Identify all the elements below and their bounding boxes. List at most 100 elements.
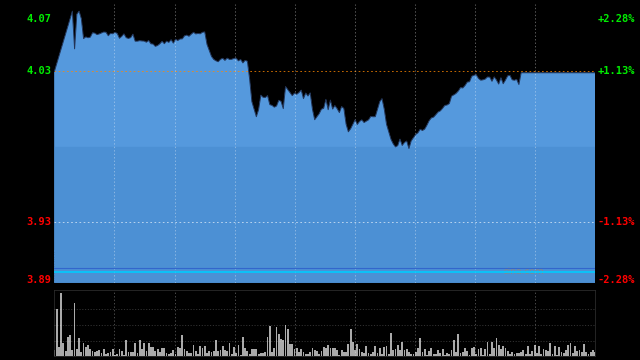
- Bar: [202, 348, 204, 356]
- Bar: [511, 352, 513, 356]
- Bar: [253, 349, 255, 356]
- Bar: [121, 351, 123, 356]
- Bar: [287, 329, 289, 356]
- Bar: [143, 343, 145, 356]
- Bar: [468, 355, 470, 356]
- Bar: [154, 351, 156, 356]
- Bar: [424, 349, 426, 356]
- Bar: [397, 345, 399, 356]
- Bar: [520, 352, 522, 356]
- Bar: [340, 350, 342, 356]
- Bar: [561, 352, 563, 356]
- Bar: [123, 355, 125, 356]
- Text: 3.93: 3.93: [27, 217, 52, 227]
- Bar: [401, 342, 403, 356]
- Bar: [316, 351, 318, 356]
- Bar: [419, 338, 421, 356]
- Bar: [94, 352, 96, 356]
- Bar: [222, 346, 223, 356]
- Bar: [458, 334, 460, 356]
- Bar: [327, 345, 329, 356]
- Bar: [504, 348, 506, 356]
- Bar: [588, 355, 589, 356]
- Bar: [460, 354, 461, 356]
- Bar: [595, 352, 596, 356]
- Bar: [509, 354, 511, 356]
- Bar: [54, 251, 595, 252]
- Bar: [134, 343, 136, 356]
- Bar: [590, 352, 591, 356]
- Bar: [367, 353, 369, 356]
- Bar: [318, 354, 320, 356]
- Bar: [130, 352, 132, 356]
- Bar: [271, 352, 273, 356]
- Bar: [65, 351, 67, 356]
- Bar: [85, 347, 86, 356]
- Bar: [552, 354, 554, 356]
- Bar: [312, 348, 314, 356]
- Bar: [565, 350, 567, 356]
- Bar: [547, 351, 549, 356]
- Bar: [522, 350, 524, 356]
- Bar: [453, 340, 455, 356]
- Bar: [204, 346, 205, 356]
- Bar: [186, 351, 188, 356]
- Bar: [264, 352, 266, 356]
- Text: sina.com: sina.com: [503, 267, 544, 276]
- Bar: [58, 347, 60, 356]
- Bar: [168, 354, 170, 356]
- Bar: [233, 347, 235, 356]
- Bar: [314, 350, 316, 356]
- Bar: [462, 352, 464, 356]
- Bar: [262, 353, 264, 356]
- Bar: [404, 350, 405, 356]
- Bar: [54, 272, 595, 273]
- Bar: [220, 350, 221, 356]
- Bar: [536, 353, 538, 356]
- Bar: [543, 349, 545, 356]
- Bar: [540, 355, 542, 356]
- Bar: [78, 338, 80, 356]
- Bar: [260, 353, 262, 356]
- Bar: [184, 350, 186, 356]
- Bar: [437, 350, 439, 356]
- Bar: [54, 269, 595, 271]
- Bar: [294, 349, 296, 356]
- Bar: [285, 325, 287, 356]
- Bar: [321, 351, 323, 356]
- Bar: [54, 279, 595, 280]
- Bar: [179, 348, 181, 356]
- Bar: [484, 349, 486, 356]
- Bar: [242, 337, 244, 356]
- Bar: [549, 343, 551, 356]
- Bar: [334, 348, 336, 356]
- Bar: [323, 347, 324, 356]
- Text: 4.07: 4.07: [27, 14, 52, 24]
- Bar: [116, 354, 118, 356]
- Bar: [538, 346, 540, 356]
- Bar: [54, 350, 55, 356]
- Bar: [54, 281, 595, 283]
- Bar: [471, 348, 473, 356]
- Bar: [365, 346, 367, 356]
- Bar: [577, 351, 578, 356]
- Bar: [325, 348, 327, 356]
- Bar: [108, 352, 109, 356]
- Bar: [525, 354, 527, 356]
- Bar: [502, 346, 504, 356]
- Bar: [236, 353, 237, 356]
- Bar: [332, 348, 333, 356]
- Bar: [303, 352, 305, 356]
- Bar: [579, 350, 580, 356]
- Bar: [390, 333, 392, 356]
- Bar: [513, 354, 515, 356]
- Bar: [258, 354, 259, 356]
- Bar: [563, 353, 564, 356]
- Bar: [305, 354, 307, 356]
- Bar: [300, 349, 302, 356]
- Bar: [516, 352, 518, 356]
- Bar: [493, 348, 495, 356]
- Bar: [90, 349, 92, 356]
- Bar: [455, 352, 457, 356]
- Bar: [363, 354, 365, 356]
